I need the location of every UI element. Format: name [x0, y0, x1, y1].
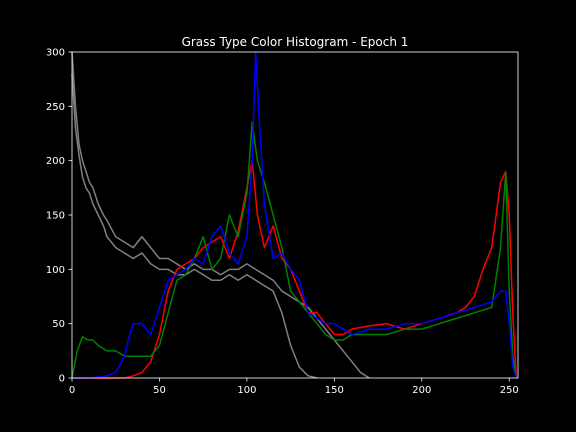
y-tick-label: 300	[46, 48, 65, 59]
x-tick-label: 100	[237, 385, 256, 396]
series-line-4	[72, 51, 517, 379]
x-tick-label: 200	[412, 385, 431, 396]
x-axis-ticks: 0 50 100 150 200 250	[69, 378, 519, 396]
y-tick-label: 100	[46, 265, 65, 276]
y-tick-label: 0	[59, 374, 65, 385]
y-tick-label: 150	[46, 211, 65, 222]
plot-area	[71, 51, 519, 379]
axes-background	[72, 52, 518, 378]
x-tick-label: 250	[500, 385, 519, 396]
x-tick-label: 0	[69, 385, 75, 396]
chart-title: Grass Type Color Histogram - Epoch 1	[182, 35, 409, 49]
y-tick-label: 250	[46, 102, 65, 113]
series-line-2	[72, 159, 517, 379]
x-tick-label: 150	[325, 385, 344, 396]
y-tick-label: 200	[46, 156, 65, 167]
y-tick-label: 50	[52, 319, 65, 330]
x-tick-label: 50	[153, 385, 166, 396]
series-layer	[71, 51, 517, 379]
y-axis-ticks: 0 50 100 150 200 250 300	[46, 48, 72, 385]
series-line-1	[71, 73, 318, 379]
